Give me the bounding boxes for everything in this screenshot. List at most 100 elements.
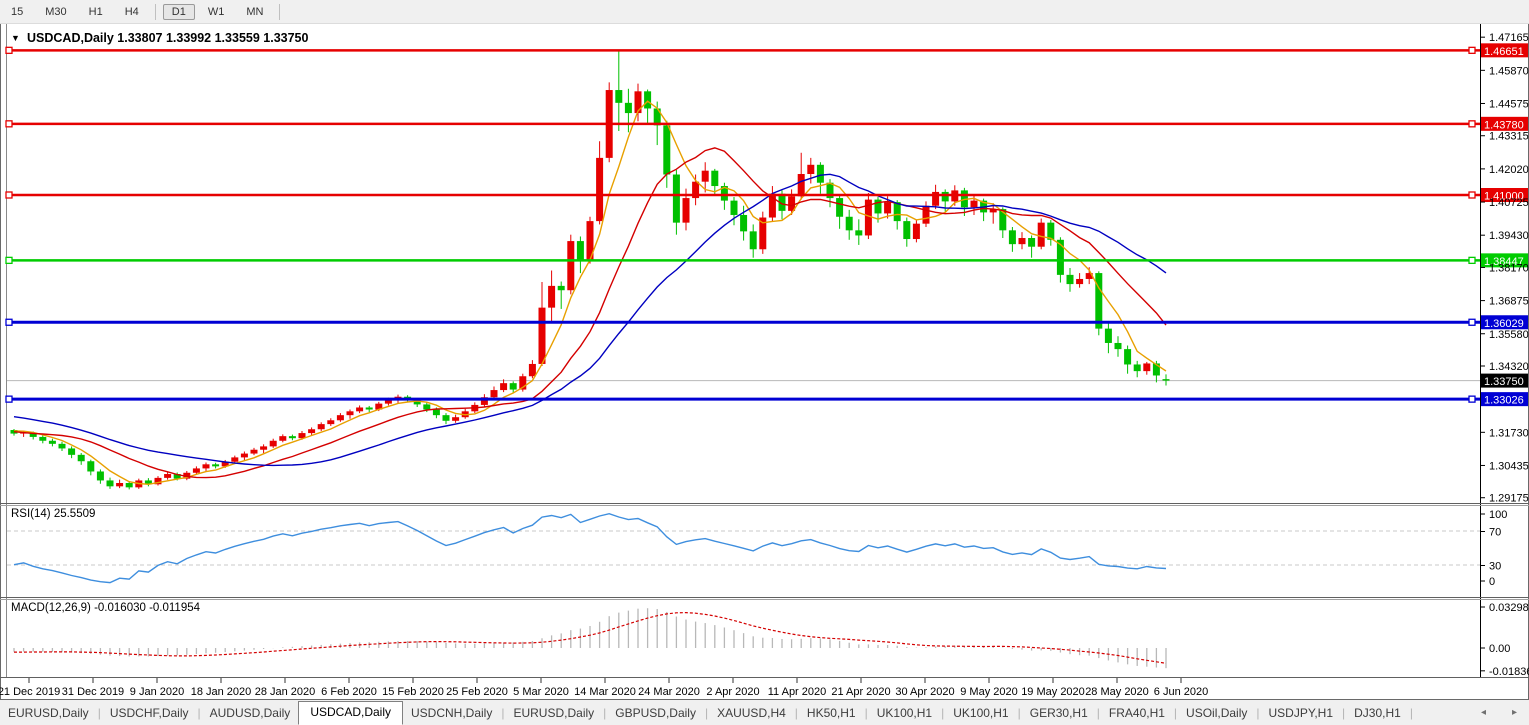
hline-handle[interactable] <box>1468 395 1476 403</box>
tab-separator: | <box>864 705 868 720</box>
price-tick-label: 1.30435 <box>1489 460 1529 472</box>
candle-body <box>1085 273 1093 279</box>
hline-handle[interactable] <box>1468 120 1476 128</box>
symbol-dropdown-icon[interactable]: ▼ <box>11 33 20 43</box>
candle-body <box>749 231 757 250</box>
candle-body <box>96 471 104 481</box>
candle-body <box>154 477 162 485</box>
hline-price-badge <box>1481 392 1528 407</box>
rsi-tick-label: 100 <box>1489 509 1507 521</box>
price-axis[interactable]: 1.47165 1.45870 1.44575 1.43315 1.42020 1.407… <box>1480 24 1529 678</box>
hline-handle[interactable] <box>5 46 13 54</box>
candle-body <box>413 400 421 405</box>
symbol-tab-gbpusd-6[interactable]: GBPUSD,Daily <box>615 705 696 720</box>
timeframe-button-h4[interactable]: H4 <box>124 5 139 18</box>
candle-body <box>1104 328 1112 343</box>
time-axis[interactable]: 21 Dec 2019 31 Dec 2019 9 Jan 2020 18 Jan 2… <box>0 678 1208 698</box>
hline-price-label: 1.33026 <box>1484 395 1524 407</box>
candle-body <box>519 376 527 390</box>
symbol-tab-usoil-13[interactable]: USOil,Daily <box>1186 705 1248 720</box>
symbol-tab-uk100-10[interactable]: UK100,H1 <box>953 705 1009 720</box>
candle-body <box>68 448 76 455</box>
candle-body <box>759 217 767 250</box>
candle-body <box>173 474 181 479</box>
symbol-tab-fra40-12[interactable]: FRA40,H1 <box>1108 705 1165 720</box>
tab-separator: | <box>1017 705 1021 720</box>
candle-body <box>29 432 37 437</box>
candle-body <box>567 241 575 291</box>
price-tick-label: 1.43315 <box>1489 131 1529 143</box>
symbol-tab-hk50-8[interactable]: HK50,H1 <box>806 705 856 720</box>
candle-body <box>807 164 815 175</box>
candle-body <box>1152 363 1160 376</box>
symbol-tab-uk100-9[interactable]: UK100,H1 <box>876 705 933 720</box>
date-label: 2 Apr 2020 <box>706 686 759 698</box>
candle-body <box>634 91 642 114</box>
date-label: 18 Jan 2020 <box>191 686 252 698</box>
hline-handle[interactable] <box>5 191 13 199</box>
candle-body <box>1066 274 1074 285</box>
candle-body <box>682 198 690 223</box>
symbol-tab-dj30-15[interactable]: DJ30,H1 <box>1354 705 1401 720</box>
tab-scroll-right-icon[interactable]: ▸ <box>1511 707 1517 718</box>
tab-separator: | <box>704 705 709 720</box>
macd-signal-line <box>14 611 1167 664</box>
candle-body <box>999 209 1007 231</box>
timeframe-button-m30[interactable]: M30 <box>45 5 67 18</box>
price-tick-label: 1.29175 <box>1489 493 1529 505</box>
candle-body <box>644 91 652 109</box>
candle-body <box>452 417 460 421</box>
candle-body <box>893 202 901 222</box>
hline-handle[interactable] <box>5 395 13 403</box>
hline-handle[interactable] <box>5 120 13 128</box>
candle-body <box>1143 363 1151 372</box>
candle-body <box>692 181 700 199</box>
symbol-tab-xauusd-7[interactable]: XAUUSD,H4 <box>717 705 786 720</box>
candle-body <box>375 403 383 410</box>
symbol-tab-usdcnh-4[interactable]: USDCNH,Daily <box>411 705 493 720</box>
symbol-tab-usdchf-1[interactable]: USDCHF,Daily <box>109 705 189 720</box>
timeframe-button-h1[interactable]: H1 <box>88 5 103 18</box>
candle-body <box>1114 342 1122 350</box>
candle-body <box>1133 364 1141 372</box>
symbol-tab-usdcad-3[interactable]: USDCAD,Daily <box>298 700 403 725</box>
hline-handle[interactable] <box>1468 46 1476 54</box>
timeframe-button-w1[interactable]: W1 <box>207 5 225 18</box>
hline-handle[interactable] <box>5 318 13 326</box>
candle-body <box>423 404 431 410</box>
symbol-tab-audusd-2[interactable]: AUDUSD,Daily <box>209 705 291 720</box>
date-label: 30 Apr 2020 <box>895 686 954 698</box>
date-label: 24 Mar 2020 <box>638 686 700 698</box>
hline-price-label: 1.36029 <box>1484 318 1524 330</box>
timeframe-button-d1[interactable]: D1 <box>162 3 195 20</box>
symbol-tab-eurusd-5[interactable]: EURUSD,Daily <box>513 705 595 720</box>
timeframe-button-15[interactable]: 15 <box>11 5 24 18</box>
tab-separator: | <box>1173 705 1178 720</box>
candle-body <box>778 193 786 211</box>
hline-handle[interactable] <box>1468 318 1476 326</box>
candle-body <box>1028 238 1036 247</box>
symbol-tab-usdjpy-14[interactable]: USDJPY,H1 <box>1268 705 1333 720</box>
date-label: 21 Dec 2019 <box>0 686 60 698</box>
candle-body <box>58 443 66 449</box>
macd-panel: 0.032982 0.00 -0.01836 <box>13 602 1529 678</box>
candle-body <box>1124 349 1132 365</box>
hline-handle[interactable] <box>1468 256 1476 265</box>
hline-handle[interactable] <box>5 256 13 265</box>
horizontal-level-lines[interactable]: 1.46651 1.43780 1.41000 1.38447 1.36029 1.330… <box>5 43 1528 407</box>
timeframe-button-mn[interactable]: MN <box>246 5 264 18</box>
hline-handle[interactable] <box>1468 191 1476 199</box>
hline-price-badge <box>1481 188 1528 202</box>
candle-body <box>48 440 56 444</box>
price-tick-label: 1.47165 <box>1489 32 1529 44</box>
date-label: 21 Apr 2020 <box>831 686 890 698</box>
symbol-tab-ger30-11[interactable]: GER30,H1 <box>1029 705 1088 720</box>
chart-window-border <box>0 23 1529 700</box>
ma-line-mid <box>13 147 1167 479</box>
tab-scroll-left-icon[interactable]: ◂ <box>1480 707 1486 718</box>
price-tick-label: 1.34320 <box>1489 361 1529 373</box>
price-tick-label: 1.36875 <box>1489 296 1529 308</box>
symbol-tab-eurusd-0[interactable]: EURUSD,Daily <box>8 705 89 720</box>
candle-body <box>432 409 440 416</box>
candle-body <box>826 182 834 199</box>
